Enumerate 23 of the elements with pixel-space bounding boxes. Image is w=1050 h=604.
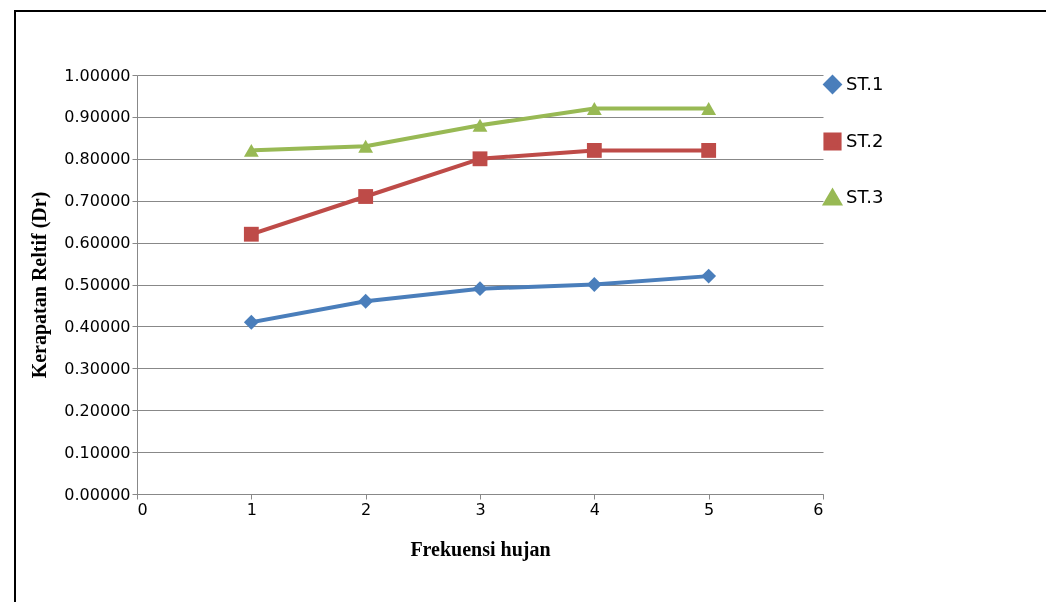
legend-label: ST.2 <box>846 129 884 151</box>
x-tick-label: 1 <box>246 499 257 519</box>
x-tick-label: 2 <box>361 499 372 519</box>
y-tick-label: 0.50000 <box>64 275 131 294</box>
x-tick-label: 0 <box>137 499 148 519</box>
y-tick-label: 0.20000 <box>64 400 131 420</box>
y-axis-title: Kerapatan Reltif (Dr) <box>28 191 52 379</box>
y-tick-label: 0.10000 <box>64 442 131 462</box>
y-tick-label: 0.60000 <box>64 233 131 253</box>
legend-label: ST.3 <box>846 185 884 207</box>
legend-label: ST.1 <box>846 72 884 94</box>
y-tick-label: 0.90000 <box>64 107 131 127</box>
y-tick-label: 0.70000 <box>64 191 131 211</box>
x-tick-label: 5 <box>704 499 715 519</box>
y-tick-label: 0.80000 <box>64 149 131 169</box>
x-tick-label: 4 <box>589 499 600 519</box>
x-tick-label: 6 <box>813 499 824 519</box>
y-tick-label: 0.40000 <box>64 316 131 336</box>
y-tick-label: 1.00000 <box>64 65 131 85</box>
y-tick-label: 0.00000 <box>64 484 131 504</box>
x-axis-title: Frekuensi hujan <box>410 537 551 561</box>
y-tick-label: 0.30000 <box>64 358 131 378</box>
x-tick-label: 3 <box>475 499 486 519</box>
